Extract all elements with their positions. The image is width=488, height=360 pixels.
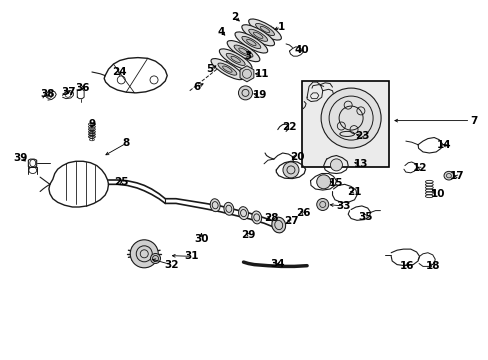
Ellipse shape bbox=[242, 25, 274, 46]
Circle shape bbox=[330, 159, 342, 171]
Text: 4: 4 bbox=[217, 27, 225, 37]
Ellipse shape bbox=[219, 49, 251, 70]
Text: 6: 6 bbox=[193, 82, 200, 92]
Ellipse shape bbox=[226, 53, 244, 66]
Ellipse shape bbox=[235, 32, 267, 53]
Ellipse shape bbox=[234, 45, 252, 57]
Text: 16: 16 bbox=[399, 261, 413, 271]
Ellipse shape bbox=[443, 171, 453, 180]
Ellipse shape bbox=[224, 202, 233, 215]
Circle shape bbox=[321, 88, 380, 148]
Ellipse shape bbox=[238, 207, 248, 220]
Text: 20: 20 bbox=[289, 152, 304, 162]
Text: 13: 13 bbox=[353, 159, 367, 169]
Text: 40: 40 bbox=[294, 45, 309, 55]
Text: 29: 29 bbox=[241, 230, 255, 240]
Text: 35: 35 bbox=[358, 212, 372, 222]
Ellipse shape bbox=[210, 199, 220, 212]
Text: 12: 12 bbox=[412, 163, 427, 174]
Text: 38: 38 bbox=[41, 89, 55, 99]
Text: 8: 8 bbox=[122, 138, 129, 148]
Text: 27: 27 bbox=[283, 216, 298, 226]
Text: 32: 32 bbox=[163, 260, 178, 270]
Text: 14: 14 bbox=[436, 140, 450, 150]
Text: 25: 25 bbox=[114, 177, 128, 187]
Ellipse shape bbox=[271, 217, 285, 233]
Text: 33: 33 bbox=[335, 201, 350, 211]
Text: 17: 17 bbox=[449, 171, 464, 181]
Ellipse shape bbox=[255, 23, 274, 36]
Bar bbox=[302, 81, 388, 167]
Circle shape bbox=[316, 175, 330, 189]
Ellipse shape bbox=[251, 211, 261, 224]
Text: 39: 39 bbox=[13, 153, 28, 163]
Text: 15: 15 bbox=[328, 178, 343, 188]
Circle shape bbox=[316, 198, 328, 211]
Ellipse shape bbox=[248, 19, 281, 40]
Text: 2: 2 bbox=[231, 12, 238, 22]
Circle shape bbox=[283, 162, 298, 178]
Text: 1: 1 bbox=[277, 22, 284, 32]
Text: 34: 34 bbox=[270, 258, 285, 269]
Text: 26: 26 bbox=[295, 208, 310, 218]
Text: 23: 23 bbox=[355, 131, 369, 141]
Text: 21: 21 bbox=[346, 186, 361, 197]
Text: 28: 28 bbox=[264, 213, 278, 223]
Text: 11: 11 bbox=[254, 69, 268, 79]
Circle shape bbox=[238, 86, 252, 100]
Text: 18: 18 bbox=[425, 261, 439, 271]
Text: 7: 7 bbox=[469, 116, 477, 126]
Text: 9: 9 bbox=[88, 119, 95, 129]
Text: 10: 10 bbox=[429, 189, 444, 199]
Text: 36: 36 bbox=[75, 83, 89, 93]
Ellipse shape bbox=[248, 29, 267, 41]
Ellipse shape bbox=[211, 59, 243, 80]
Circle shape bbox=[150, 253, 160, 264]
Text: 19: 19 bbox=[252, 90, 267, 100]
Text: 24: 24 bbox=[112, 67, 127, 77]
Circle shape bbox=[130, 240, 158, 268]
Text: 5: 5 bbox=[206, 64, 213, 74]
Ellipse shape bbox=[218, 63, 236, 75]
Ellipse shape bbox=[242, 36, 260, 49]
Text: 31: 31 bbox=[184, 251, 199, 261]
Text: 30: 30 bbox=[194, 234, 208, 244]
Text: 3: 3 bbox=[244, 51, 251, 61]
Text: 22: 22 bbox=[282, 122, 296, 132]
Ellipse shape bbox=[227, 41, 259, 62]
Text: 37: 37 bbox=[61, 87, 76, 97]
